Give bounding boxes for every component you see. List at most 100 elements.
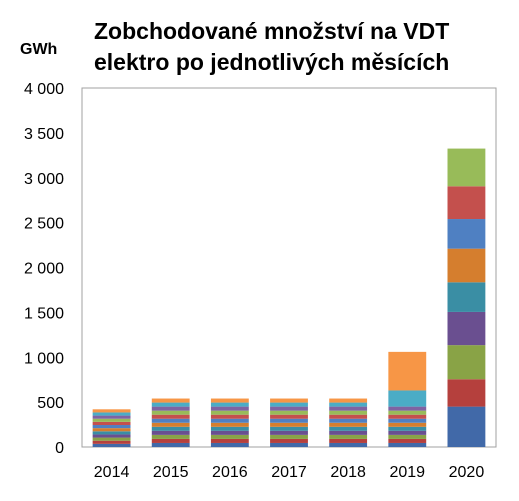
bar-segment — [447, 186, 486, 220]
bar-segment — [447, 379, 486, 407]
bar-segment — [270, 426, 308, 431]
bar-segment — [92, 421, 131, 426]
bars-group — [92, 148, 486, 447]
bar-segment — [447, 406, 486, 447]
bar-segment — [92, 431, 131, 435]
bar-segment — [210, 402, 249, 407]
bar-segment — [388, 430, 427, 435]
bar-segment — [151, 426, 190, 431]
bar-segment — [92, 415, 131, 419]
x-axis-ticks: 2014 2015 2016 2017 2018 2019 2020 — [94, 464, 485, 481]
bar-segment — [329, 422, 368, 427]
bar-segment — [388, 351, 427, 391]
bar-segment — [92, 409, 131, 413]
bar-segment — [329, 438, 368, 443]
bar-segment — [388, 410, 427, 415]
bar-segment — [151, 418, 190, 423]
bar-segment — [388, 422, 427, 427]
bar-segment — [270, 398, 308, 403]
plot-area-border — [81, 87, 497, 448]
bar-segment — [151, 442, 190, 447]
bar-segment — [388, 414, 427, 419]
bar-segment — [210, 410, 249, 415]
bar-segment — [329, 410, 368, 415]
bar-segment — [151, 402, 190, 407]
x-tick-label: 2019 — [389, 464, 425, 481]
y-axis-ticks: 0 500 1 000 1 500 2 000 2 500 3 000 3 500 4 000 — [24, 81, 64, 457]
bar-segment — [151, 434, 190, 439]
y-tick-label: 4 000 — [24, 81, 64, 98]
bar-segment — [388, 418, 427, 423]
bar-segment — [447, 345, 486, 380]
bar-segment — [270, 434, 308, 439]
bar-segment — [210, 430, 249, 435]
bar-segment — [210, 418, 249, 423]
bar-segment — [329, 442, 368, 447]
x-tick-label: 2017 — [271, 464, 307, 481]
bar-segment — [270, 442, 308, 447]
bar-segment — [329, 414, 368, 419]
bar-segment — [210, 442, 249, 447]
bar-segment — [329, 434, 368, 439]
bar-segment — [210, 434, 249, 439]
bar-segment — [388, 434, 427, 439]
bar-segment — [210, 426, 249, 431]
bar-segment — [210, 406, 249, 411]
bar-segment — [388, 442, 427, 447]
bar-segment — [92, 434, 131, 438]
y-unit-label: GWh — [20, 41, 57, 58]
x-tick-label: 2018 — [330, 464, 366, 481]
bar-segment — [151, 438, 190, 443]
bar-segment — [270, 418, 308, 423]
bar-segment — [92, 418, 131, 422]
bar-segment — [270, 438, 308, 443]
bar-segment — [270, 402, 308, 407]
y-tick-label: 3 000 — [24, 171, 64, 188]
x-tick-label: 2016 — [212, 464, 248, 481]
x-tick-label: 2015 — [153, 464, 189, 481]
bar-segment — [92, 425, 131, 429]
bar-segment — [92, 440, 131, 444]
bar-segment — [92, 437, 131, 441]
bar-segment — [151, 398, 190, 403]
bar-segment — [210, 438, 249, 443]
bar-segment — [151, 422, 190, 427]
bar-segment — [151, 410, 190, 415]
bar-segment — [329, 398, 368, 403]
y-tick-label: 3 500 — [24, 126, 64, 143]
bar-segment — [210, 422, 249, 427]
bar-segment — [447, 148, 486, 187]
bar-segment — [270, 406, 308, 411]
bar-segment — [388, 438, 427, 443]
x-tick-label: 2014 — [94, 464, 130, 481]
y-tick-label: 500 — [37, 395, 64, 412]
bar-segment — [447, 311, 486, 346]
bar-segment — [388, 426, 427, 431]
bar-segment — [210, 398, 249, 403]
bar-segment — [270, 414, 308, 419]
bar-segment — [270, 422, 308, 427]
y-tick-label: 2 000 — [24, 261, 64, 278]
bar-segment — [210, 414, 249, 419]
bar-segment — [92, 412, 131, 416]
bar-segment — [329, 426, 368, 431]
y-tick-label: 1 500 — [24, 305, 64, 322]
bar-segment — [329, 402, 368, 407]
y-tick-label: 1 000 — [24, 350, 64, 367]
y-tick-label: 0 — [55, 440, 64, 457]
bar-segment — [270, 410, 308, 415]
bar-segment — [92, 443, 131, 447]
bar-segment — [151, 430, 190, 435]
bar-segment — [151, 414, 190, 419]
bar-segment — [151, 406, 190, 411]
bar-segment — [329, 406, 368, 411]
chart-title-line-2: elektro po jednotlivých měsících — [94, 49, 449, 75]
bar-segment — [329, 418, 368, 423]
bar-segment — [270, 430, 308, 435]
bar-segment — [447, 282, 486, 312]
bar-segment — [447, 248, 486, 283]
chart-title-line-1: Zobchodované množství na VDT — [94, 18, 449, 44]
bar-segment — [388, 390, 427, 407]
bar-segment — [447, 219, 486, 249]
